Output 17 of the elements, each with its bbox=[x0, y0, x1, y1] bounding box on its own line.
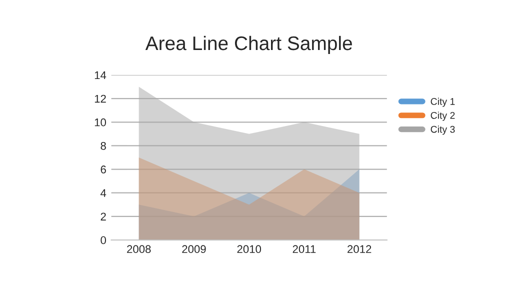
x-tick-label: 2010 bbox=[237, 245, 262, 254]
chart-title: Area Line Chart Sample bbox=[145, 36, 352, 54]
x-tick-label: 2012 bbox=[348, 245, 372, 254]
y-tick-label: 14 bbox=[94, 71, 106, 80]
legend-label: City 1 bbox=[430, 98, 455, 107]
y-tick-label: 2 bbox=[100, 212, 106, 220]
x-tick-label: 2011 bbox=[292, 245, 316, 254]
y-tick-label: 4 bbox=[100, 189, 106, 197]
legend-label: City 3 bbox=[430, 126, 455, 135]
x-tick-label: 2008 bbox=[127, 245, 151, 254]
x-tick-label: 2009 bbox=[182, 245, 206, 254]
legend-label: City 2 bbox=[430, 112, 455, 121]
y-tick-label: 8 bbox=[100, 142, 106, 150]
y-tick-label: 10 bbox=[94, 118, 106, 126]
y-tick-label: 6 bbox=[100, 166, 106, 174]
y-tick-label: 0 bbox=[100, 236, 106, 244]
y-tick-label: 12 bbox=[94, 94, 106, 103]
